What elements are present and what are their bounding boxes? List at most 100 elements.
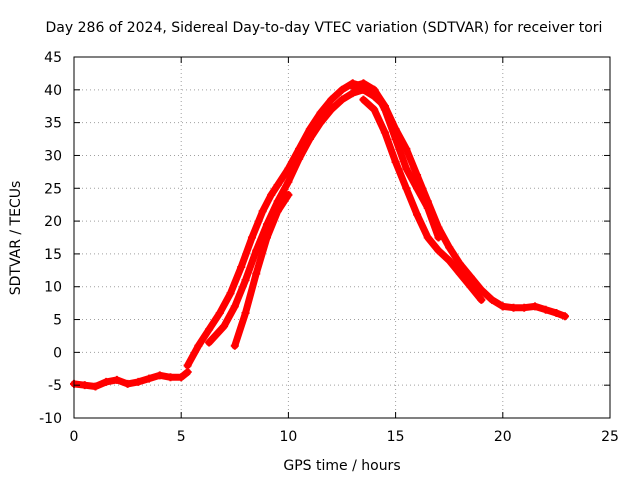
data-point [413, 171, 422, 180]
data-point [284, 190, 293, 199]
series-arc-2 [183, 79, 379, 370]
y-tick-label: 25 [44, 181, 62, 197]
data-point [230, 341, 239, 350]
data-point [509, 303, 518, 312]
y-tick-label: -5 [48, 378, 62, 394]
data-point [226, 289, 235, 298]
series-trace [231, 191, 292, 350]
data-point [359, 95, 368, 104]
series-arc-7 [370, 85, 443, 242]
data-point [477, 295, 486, 304]
y-axis-label: SDTVAR / TECUs [8, 181, 24, 296]
data-point [477, 286, 486, 295]
data-point [112, 375, 121, 384]
data-point [80, 381, 89, 390]
series-arc-8 [498, 302, 569, 321]
data-point [359, 79, 368, 88]
x-tick-label: 0 [70, 429, 79, 445]
data-point [560, 312, 569, 321]
data-point [402, 184, 411, 193]
y-tick-label: -10 [39, 411, 62, 427]
data-point [434, 233, 443, 242]
plot-frame [73, 56, 611, 419]
y-tick-label: 20 [44, 214, 62, 230]
data-point [466, 282, 475, 291]
x-tick-label: 25 [601, 429, 619, 445]
data-point [338, 95, 346, 104]
series-trace [359, 96, 485, 304]
y-tick-label: 45 [44, 50, 62, 66]
y-tick-label: 10 [44, 280, 62, 296]
data-point [230, 302, 239, 311]
data-point [316, 108, 325, 117]
data-point [423, 233, 432, 242]
data-point [215, 308, 224, 317]
data-point [455, 269, 464, 278]
data-point [237, 263, 246, 272]
data-point [295, 154, 304, 163]
y-tick-label: 40 [44, 83, 62, 99]
data-point [445, 243, 454, 252]
data-point [91, 382, 100, 391]
data-point [273, 180, 282, 189]
data-point [205, 325, 214, 334]
data-point [327, 95, 336, 104]
y-tick-label: 15 [44, 247, 62, 263]
data-point [380, 105, 389, 114]
data-point [252, 246, 261, 255]
series-arc-6 [359, 95, 486, 304]
data-point [262, 233, 271, 242]
data-point [488, 295, 497, 304]
y-tick-label: 30 [44, 148, 62, 164]
x-tick-label: 10 [279, 429, 297, 445]
data-point [466, 272, 475, 281]
data-point [134, 377, 143, 386]
data-point [455, 259, 464, 268]
chart-title: Day 286 of 2024, Sidereal Day-to-day VTE… [46, 20, 603, 36]
data-point [413, 184, 422, 193]
data-point [445, 256, 454, 265]
data-point [241, 276, 250, 285]
data-point [166, 373, 175, 382]
data-point [348, 82, 357, 91]
x-axis-label: GPS time / hours [283, 458, 400, 474]
data-point [391, 158, 400, 167]
y-tick-label: 0 [53, 345, 62, 361]
axis-ticks: 0 5 10 15 20 25 -10 -5 0 5 10 15 20 25 30 35 40 45 [39, 50, 619, 445]
data-point [258, 207, 267, 216]
x-tick-label: 5 [177, 429, 186, 445]
data-point [413, 210, 422, 219]
data-point [252, 269, 261, 278]
data-point [530, 302, 539, 311]
data-point [498, 302, 507, 311]
data-point [247, 233, 256, 242]
data-point [520, 303, 529, 312]
series-arc-1 [70, 368, 192, 391]
data-point [220, 322, 229, 331]
data-point [183, 361, 192, 370]
data-point [123, 379, 132, 388]
series-arc-4 [230, 190, 293, 350]
data-point [434, 246, 443, 255]
data-series [70, 79, 569, 391]
data-point [273, 207, 282, 216]
data-point [370, 105, 379, 114]
data-point [380, 128, 389, 137]
data-point [370, 85, 379, 94]
data-point [402, 144, 411, 153]
data-point [338, 85, 346, 94]
data-point [305, 135, 314, 144]
data-point [241, 308, 250, 317]
data-point [102, 377, 111, 386]
y-tick-label: 35 [44, 116, 62, 132]
x-tick-label: 20 [494, 429, 512, 445]
data-point [155, 371, 164, 380]
data-point [541, 305, 550, 314]
data-point [267, 190, 276, 199]
data-point [194, 341, 203, 350]
data-point [402, 164, 411, 173]
data-point [552, 308, 561, 317]
grid [74, 57, 610, 418]
